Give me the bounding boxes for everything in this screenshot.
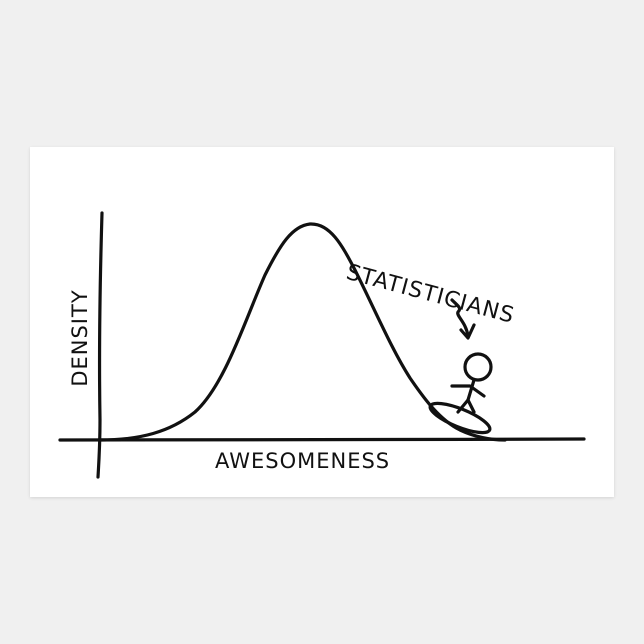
y-axis <box>96 211 104 479</box>
arrow-icon <box>450 298 476 340</box>
y-axis-label: DENSITY <box>68 289 92 387</box>
x-axis-label: AWESOMENESS <box>215 449 391 473</box>
surfboard-icon <box>428 401 492 435</box>
bell-curve <box>98 222 507 442</box>
stick-figure-icon <box>450 352 493 414</box>
